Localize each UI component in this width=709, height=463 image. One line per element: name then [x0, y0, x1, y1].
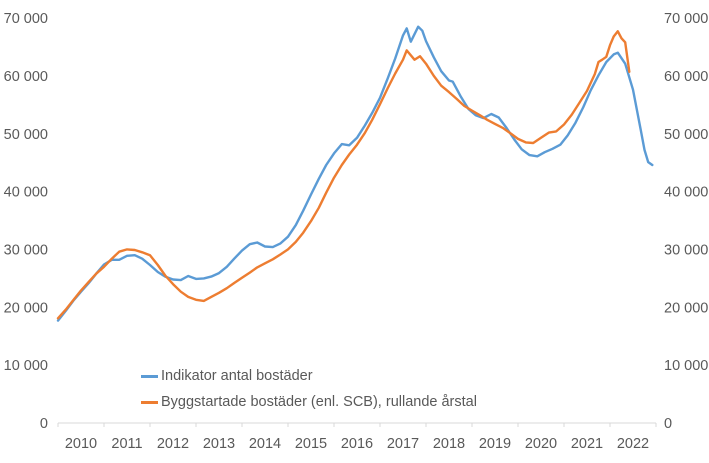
y-axis-label-right: 30 000	[664, 243, 708, 259]
y-axis-label-left: 50 000	[4, 127, 48, 143]
y-axis-label-left: 10 000	[4, 358, 48, 374]
x-axis-label: 2021	[571, 436, 603, 452]
y-axis-label-left: 0	[40, 416, 48, 432]
series-line-indikator	[56, 25, 654, 322]
legend-label: Byggstartade bostäder (enl. SCB), rullan…	[161, 394, 477, 410]
legend: Indikator antal bostäder Byggstartade bos…	[141, 366, 477, 412]
x-axis-label: 2019	[479, 436, 511, 452]
y-axis-label-left: 40 000	[4, 185, 48, 201]
x-axis-label: 2014	[249, 436, 281, 452]
y-axis-label-left: 60 000	[4, 69, 48, 85]
x-axis-label: 2013	[203, 436, 235, 452]
x-axis-label: 2016	[341, 436, 373, 452]
x-axis-label: 2012	[157, 436, 189, 452]
y-axis-label-left: 70 000	[4, 11, 48, 27]
legend-item-indikator: Indikator antal bostäder	[141, 366, 477, 386]
series-line-byggstartade	[56, 30, 631, 320]
x-axis-label: 2010	[65, 436, 97, 452]
y-axis-label-right: 60 000	[664, 69, 708, 85]
x-axis-label: 2011	[111, 436, 142, 452]
x-axis-label: 2022	[617, 436, 649, 452]
y-axis-label-right: 50 000	[664, 127, 708, 143]
y-axis-label-right: 20 000	[664, 300, 708, 316]
x-axis-label: 2017	[387, 436, 419, 452]
y-axis-label-right: 70 000	[664, 11, 708, 27]
legend-item-byggstartade: Byggstartade bostäder (enl. SCB), rullan…	[141, 392, 477, 412]
x-axis-label: 2015	[295, 436, 327, 452]
legend-line-swatch	[141, 400, 158, 404]
y-axis-label-right: 0	[664, 416, 672, 432]
legend-label: Indikator antal bostäder	[161, 368, 313, 384]
x-axis-label: 2018	[433, 436, 465, 452]
y-axis-label-left: 30 000	[4, 243, 48, 259]
y-axis-label-right: 40 000	[664, 185, 708, 201]
y-axis-label-left: 20 000	[4, 300, 48, 316]
y-axis-label-right: 10 000	[664, 358, 708, 374]
legend-line-swatch	[141, 374, 158, 378]
x-axis-label: 2020	[525, 436, 557, 452]
